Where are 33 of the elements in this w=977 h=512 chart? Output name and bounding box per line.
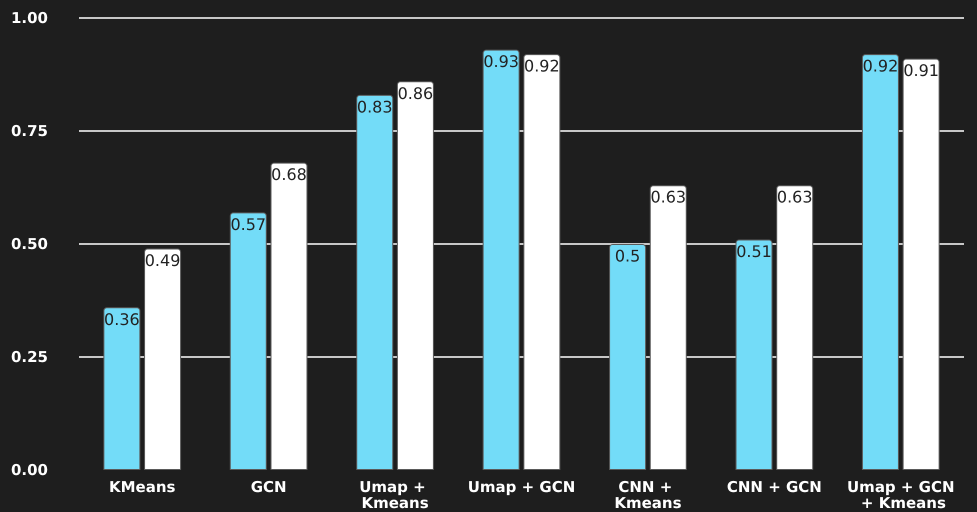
bar bbox=[736, 239, 773, 470]
x-tick-label: CNN + GCN bbox=[726, 478, 822, 496]
data-label: 0.83 bbox=[356, 97, 393, 116]
y-tick-label: 0.75 bbox=[10, 122, 48, 140]
data-label: 0.92 bbox=[524, 56, 560, 76]
bar bbox=[103, 307, 140, 470]
x-tick-label: KMeans bbox=[108, 478, 176, 496]
data-label: 0.49 bbox=[144, 251, 180, 270]
x-tick-label: Umap + GCN + Kmeans bbox=[847, 478, 955, 512]
x-tick-label: Umap + Kmeans bbox=[359, 478, 431, 512]
bar bbox=[482, 50, 520, 470]
data-label: 0.36 bbox=[104, 310, 140, 329]
x-tick-label: Umap + GCN bbox=[468, 478, 576, 496]
data-label: 0.5 bbox=[614, 246, 640, 266]
data-label: 0.68 bbox=[271, 165, 307, 184]
bar bbox=[230, 212, 267, 470]
y-tick-label: 0.25 bbox=[10, 348, 48, 366]
data-label: 0.63 bbox=[650, 188, 686, 207]
data-label: 0.93 bbox=[483, 52, 519, 72]
bar bbox=[862, 54, 899, 470]
y-tick-label: 0.00 bbox=[10, 461, 48, 479]
data-label: 0.63 bbox=[776, 188, 813, 207]
x-tick-label: GCN bbox=[250, 478, 287, 496]
y-tick-label: 1.00 bbox=[10, 9, 48, 27]
bar bbox=[609, 244, 646, 470]
data-label: 0.51 bbox=[736, 242, 772, 261]
y-tick-label: 0.50 bbox=[10, 235, 48, 253]
bar bbox=[356, 94, 394, 470]
data-label: 0.92 bbox=[862, 56, 898, 76]
data-label: 0.91 bbox=[903, 61, 939, 80]
data-label: 0.57 bbox=[230, 214, 266, 234]
x-tick-label: CNN + Kmeans bbox=[614, 478, 682, 512]
data-label: 0.86 bbox=[398, 84, 434, 103]
